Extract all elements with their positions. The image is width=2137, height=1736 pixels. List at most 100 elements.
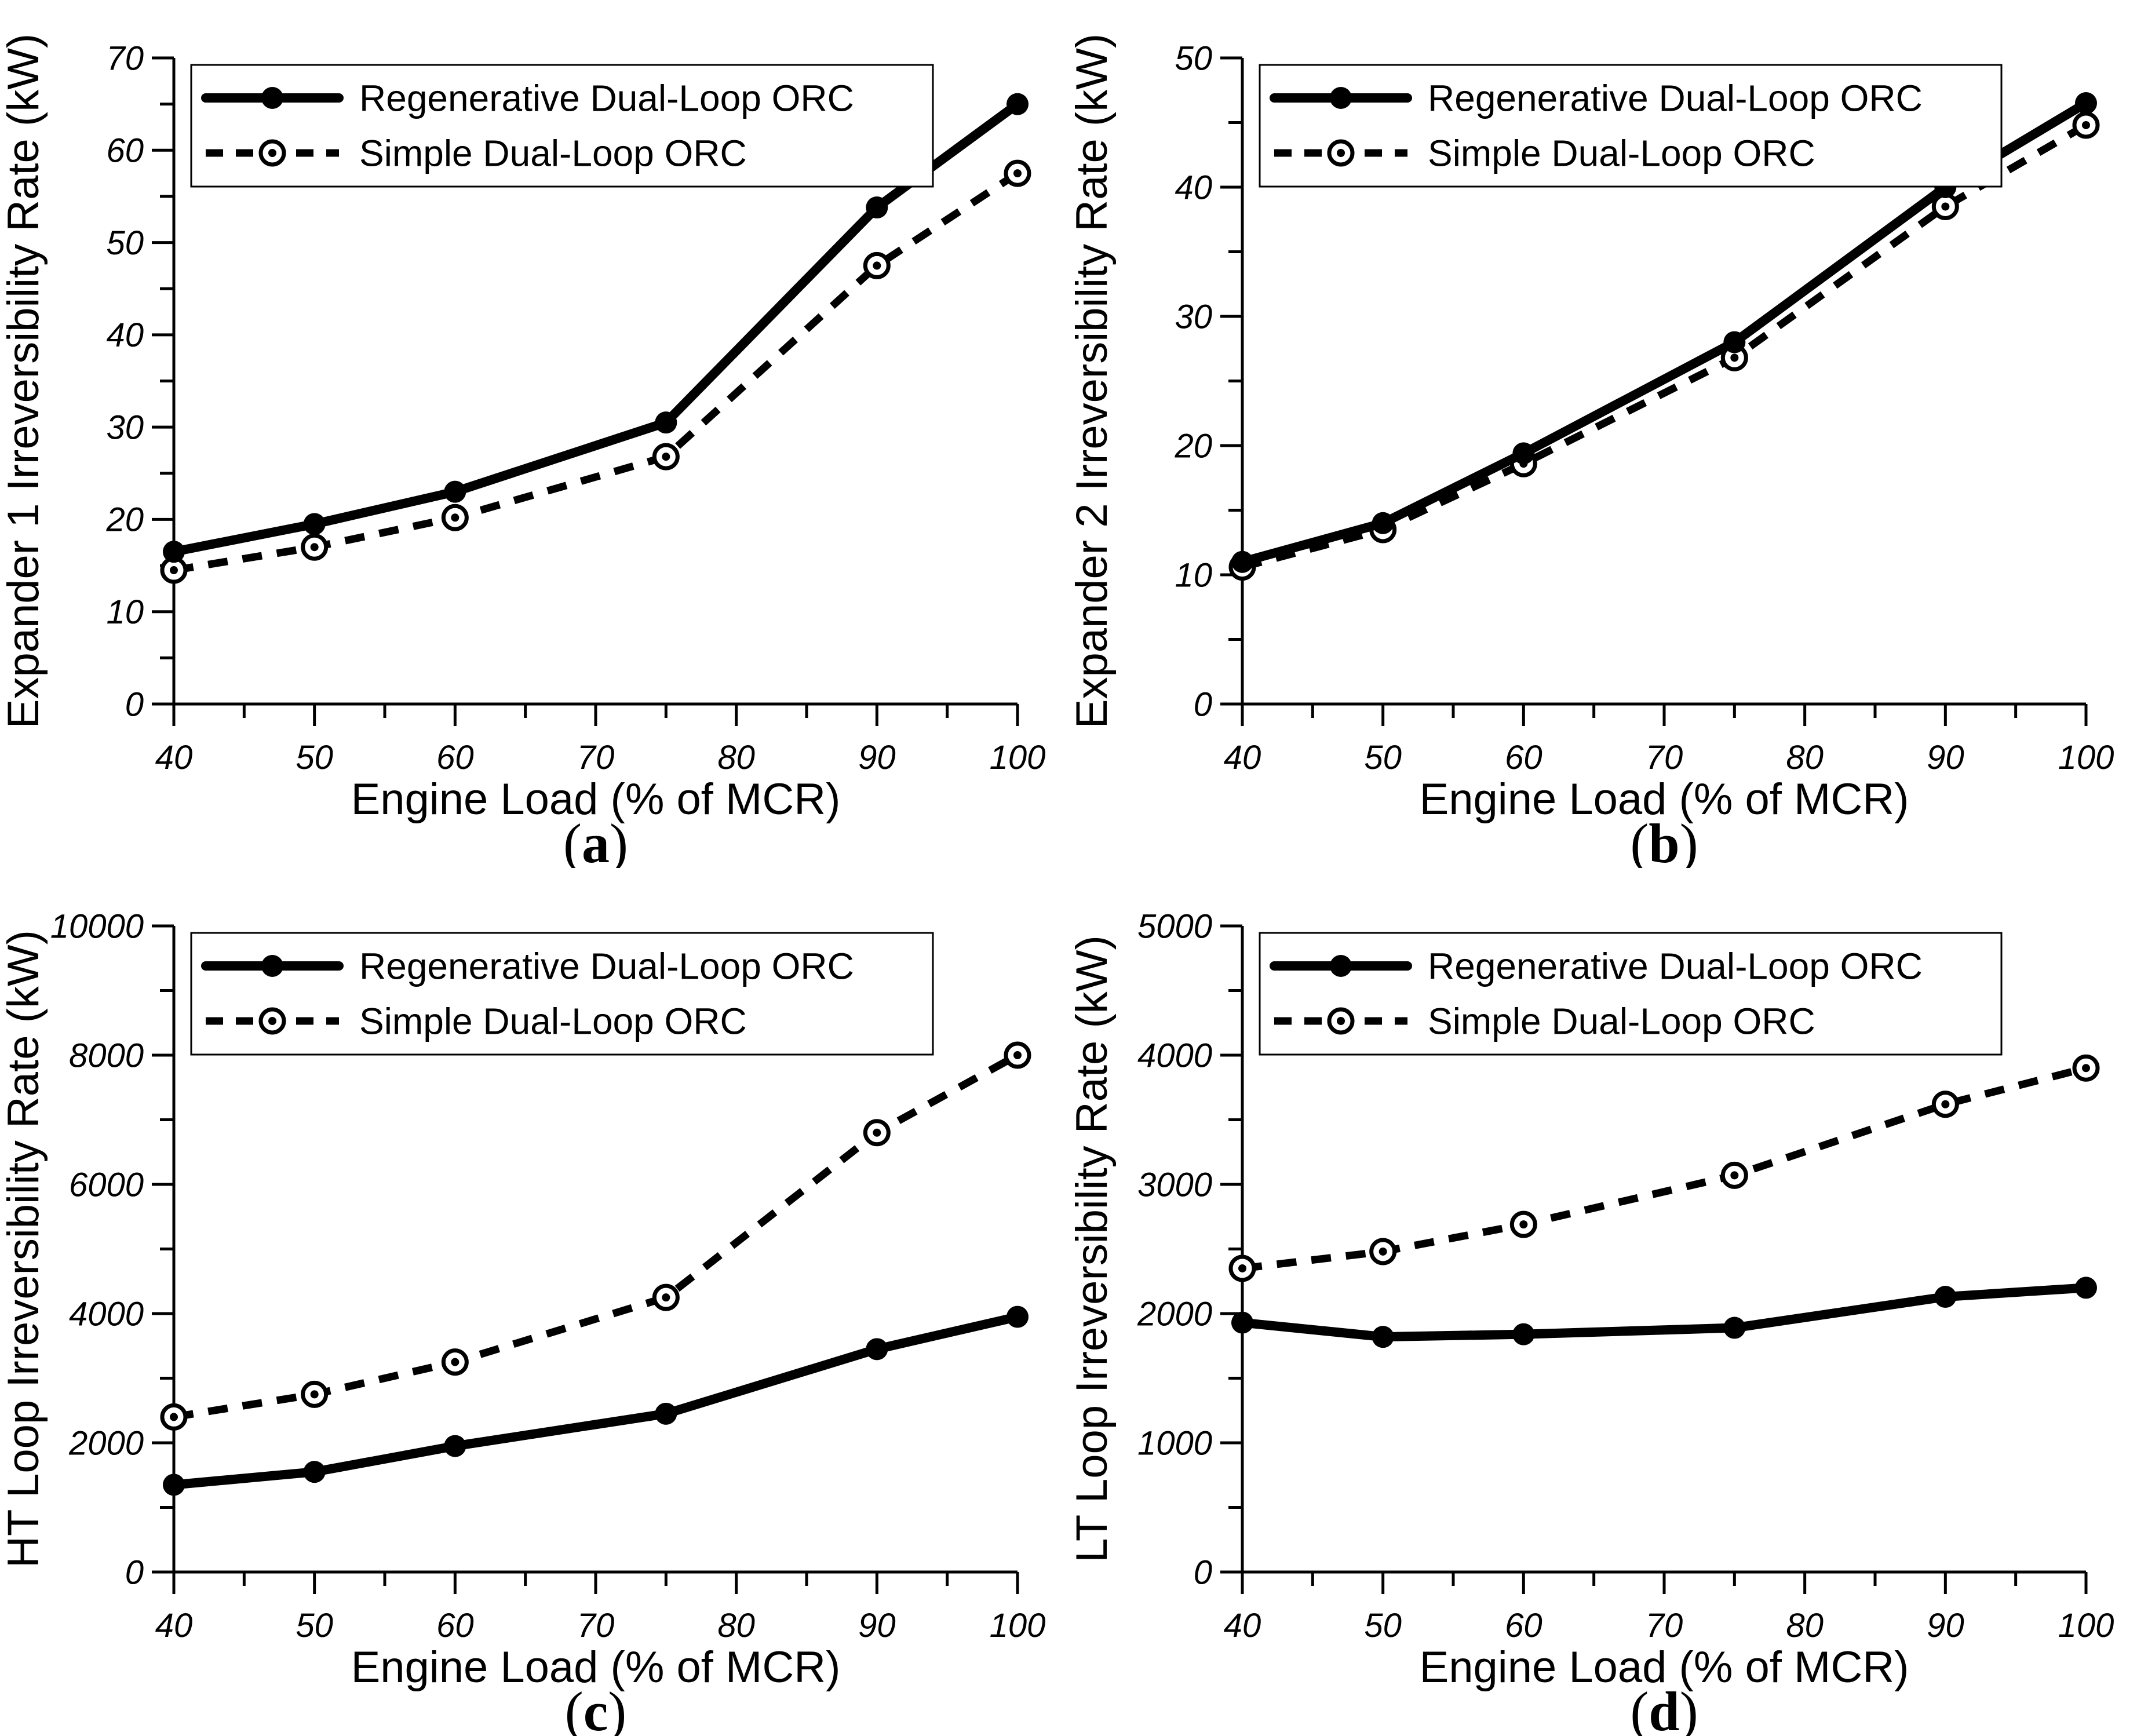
- chart-lt-loop-irreversibility: 0 1000 2000 3000 4000 5000 40 50 60 70 80 90 100 Engi…: [1068, 907, 2114, 1736]
- panel-label: (d): [1630, 1680, 1698, 1736]
- legend-label: Regenerative Dual-Loop ORC: [1428, 945, 1923, 987]
- chart-ht-loop-irreversibility: 0 2000 4000 6000 8000 10000 40 50 60 70 80 90 100 Eng…: [0, 907, 1045, 1736]
- series-line-simple: [1242, 1064, 2087, 1272]
- y-tick-label: 30: [1175, 298, 1212, 335]
- x-axis-title: Engine Load (% of MCR): [351, 775, 841, 824]
- legend-box: [190, 64, 934, 188]
- legend-label: Regenerative Dual-Loop ORC: [1428, 77, 1923, 119]
- open-circle-marker-dot: [1337, 149, 1345, 157]
- legend-label: Simple Dual-Loop ORC: [359, 1000, 747, 1042]
- x-tick-label: 50: [1364, 1607, 1402, 1644]
- x-tick-label: 40: [155, 1607, 193, 1644]
- open-circle-marker-dot: [1337, 1017, 1345, 1025]
- legend-box: [1259, 932, 2003, 1056]
- y-tick-label: 6000: [69, 1166, 144, 1203]
- open-circle-marker-dot: [2082, 121, 2090, 129]
- y-tick-label: 8000: [69, 1037, 144, 1074]
- series-line-regenerative: [169, 99, 1022, 557]
- legend-sample-marker: [1330, 955, 1352, 977]
- y-tick-label: 2000: [1137, 1295, 1212, 1333]
- data-point-marker: [1231, 1311, 1253, 1334]
- data-point-marker: [163, 1474, 185, 1496]
- x-tick-label: 100: [990, 739, 1046, 776]
- legend-label: Regenerative Dual-Loop ORC: [359, 945, 854, 987]
- legend-label: Simple Dual-Loop ORC: [1428, 1000, 1815, 1042]
- y-tick-label: 0: [1194, 1553, 1212, 1591]
- x-tick-label: 90: [858, 1607, 896, 1644]
- chart-expander2-irreversibility: 0 10 20 30 40 50 40 50 60 70 80 90 100 Engine Load (%…: [1068, 34, 2114, 868]
- legend: Regenerative Dual-Loop ORC Simple Dual-Lo…: [1259, 64, 2003, 188]
- x-axis-title: Engine Load (% of MCR): [1420, 775, 1909, 824]
- open-circle-marker-dot: [170, 566, 178, 575]
- y-tick-label: 4000: [1137, 1037, 1212, 1074]
- x-tick-label: 70: [1646, 1607, 1683, 1644]
- y-tick-label: 50: [1175, 39, 1212, 77]
- y-tick-label: 0: [125, 1553, 144, 1591]
- open-circle-marker-dot: [873, 1128, 881, 1137]
- y-tick-label: 10000: [50, 907, 144, 945]
- legend-box: [190, 932, 934, 1056]
- data-point-marker: [2075, 1277, 2097, 1299]
- open-circle-marker-dot: [1730, 353, 1739, 362]
- open-circle-marker-dot: [1013, 169, 1022, 178]
- data-point-marker: [1006, 1305, 1029, 1328]
- data-point-marker: [1723, 331, 1746, 353]
- x-tick-label: 80: [1786, 739, 1824, 776]
- series-line-regenerative: [169, 1312, 1022, 1490]
- x-tick-label: 50: [296, 739, 333, 776]
- y-tick-label: 20: [1174, 427, 1212, 465]
- series-line-simple: [173, 170, 1020, 574]
- legend-label: Simple Dual-Loop ORC: [1428, 132, 1815, 174]
- x-tick-label: 40: [155, 739, 193, 776]
- data-point-marker: [303, 1461, 326, 1483]
- open-circle-marker-dot: [170, 1413, 178, 1421]
- data-point-marker: [1723, 1316, 1746, 1339]
- open-circle-marker-dot: [451, 1358, 460, 1366]
- x-tick-label: 60: [1505, 739, 1542, 776]
- data-point-marker: [866, 1338, 888, 1361]
- open-circle-marker-dot: [1519, 1220, 1528, 1229]
- open-circle-marker-dot: [873, 261, 881, 270]
- legend: Regenerative Dual-Loop ORC Simple Dual-Lo…: [190, 64, 934, 188]
- open-circle-marker-dot: [1941, 202, 1950, 211]
- x-tick-label: 100: [2058, 1607, 2114, 1644]
- x-tick-label: 70: [1646, 739, 1683, 776]
- data-point-marker: [655, 411, 677, 434]
- open-circle-marker-dot: [1379, 1247, 1387, 1256]
- y-tick-label: 5000: [1137, 907, 1212, 945]
- x-tick-label: 60: [436, 739, 474, 776]
- open-circle-marker-dot: [1238, 1264, 1246, 1272]
- y-tick-label: 40: [106, 316, 144, 354]
- open-circle-marker-dot: [1730, 1171, 1739, 1180]
- x-axis-title: Engine Load (% of MCR): [1420, 1643, 1909, 1692]
- x-tick-label: 60: [1505, 1607, 1542, 1644]
- y-tick-label: 40: [1175, 169, 1212, 206]
- plot-area: 0 2000 4000 6000 8000 10000 40 50 60 70 80 90 100 Eng…: [0, 907, 1045, 1692]
- x-tick-label: 100: [990, 1607, 1046, 1644]
- data-point-marker: [1372, 1326, 1394, 1348]
- data-point-marker: [444, 480, 466, 503]
- plot-area: 0 10 20 30 40 50 40 50 60 70 80 90 100 Engine Load (%…: [1068, 34, 2114, 824]
- open-circle-marker-dot: [2082, 1064, 2090, 1073]
- data-point-marker: [163, 541, 185, 563]
- plot-area: 0 1000 2000 3000 4000 5000 40 50 60 70 80 90 100 Engi…: [1068, 907, 2114, 1692]
- y-tick-label: 10: [106, 593, 144, 631]
- data-point-marker: [1512, 442, 1535, 465]
- x-tick-label: 60: [436, 1607, 474, 1644]
- x-tick-label: 70: [577, 1607, 615, 1644]
- y-tick-label: 3000: [1137, 1166, 1212, 1203]
- x-tick-label: 100: [2058, 739, 2114, 776]
- legend-sample-marker: [1330, 87, 1352, 109]
- x-tick-label: 70: [577, 739, 615, 776]
- data-point-marker: [444, 1435, 466, 1457]
- open-circle-marker-dot: [310, 543, 319, 552]
- data-point-marker: [1372, 512, 1394, 534]
- series-line-regenerative: [1238, 1283, 2091, 1342]
- y-tick-label: 70: [106, 39, 144, 77]
- open-circle-marker-dot: [268, 149, 276, 157]
- y-tick-label: 20: [105, 501, 144, 539]
- chart-expander1-irreversibility: 0 10 20 30 40 50 60 70 40 50 60 70 80 90 100 Engine Loa…: [0, 34, 1046, 868]
- open-circle-marker-dot: [268, 1017, 276, 1025]
- series-line-simple: [173, 1052, 1020, 1421]
